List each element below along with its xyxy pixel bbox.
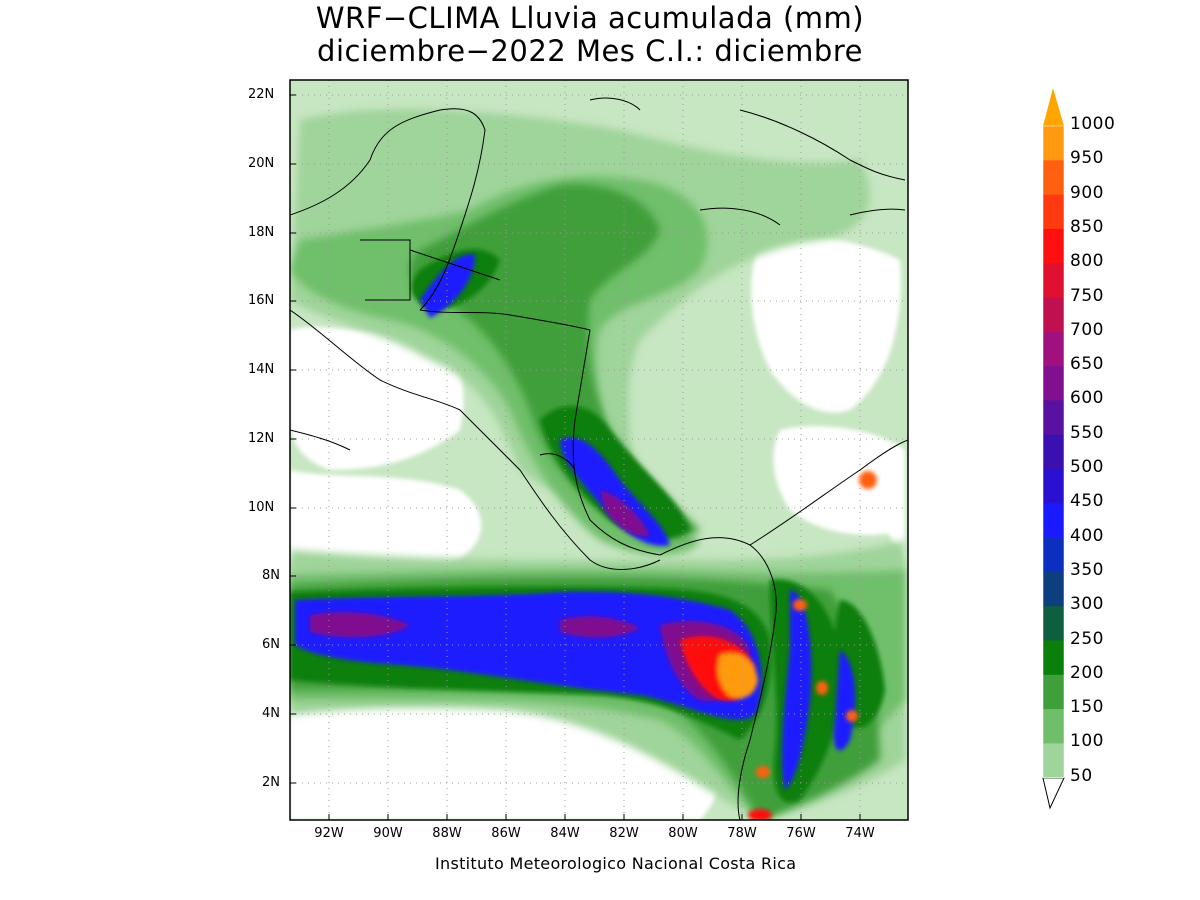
colorbar-tick-label: 950 [1070, 148, 1104, 169]
lat-label: 12N [248, 431, 275, 446]
colorbar-tick-label: 900 [1070, 182, 1104, 203]
colorbar-swatch [1043, 537, 1064, 573]
colorbar-swatch [1043, 674, 1064, 710]
colorbar-tick-label: 50 [1070, 765, 1093, 786]
colorbar-swatch [1043, 709, 1064, 744]
colorbar-swatch [1043, 571, 1064, 607]
axis-ticks [290, 94, 861, 820]
credit-text: Instituto Meteorologico Nacional Costa R… [435, 854, 797, 873]
map-frame [289, 79, 909, 821]
colorbar-swatch [1043, 503, 1064, 539]
colorbar-swatch [1043, 126, 1064, 161]
lat-label: 22N [248, 87, 275, 102]
map-title-line-2: diciembre−2022 Mes C.I.: diciembre [317, 34, 863, 68]
lat-label: 4N [262, 706, 280, 721]
colorbar-underflow-arrow [1042, 777, 1065, 810]
colorbar-tick-label: 400 [1070, 525, 1104, 546]
colorbar-frame [1042, 125, 1065, 778]
colorbar-tick-label: 850 [1070, 216, 1104, 237]
lat-label: 10N [248, 500, 275, 515]
lon-label: 82W [609, 826, 639, 841]
lon-label: 74W [845, 826, 875, 841]
colorbar-overflow-arrow [1043, 88, 1064, 126]
colorbar-swatch [1043, 194, 1064, 230]
lon-label: 92W [314, 826, 344, 841]
colorbar-swatch [1043, 743, 1064, 779]
colorbar-swatch [1043, 263, 1064, 298]
colorbar-tick-label: 700 [1070, 319, 1104, 340]
colorbar-tick-label: 600 [1070, 388, 1104, 409]
colorbar-tick-label: 750 [1070, 285, 1104, 306]
map-gridlines [290, 80, 908, 820]
colorbar-swatch [1043, 640, 1064, 676]
lat-label: 2N [262, 775, 280, 790]
lat-label: 8N [262, 568, 280, 583]
lat-label: 18N [248, 225, 275, 240]
colorbar-tick-label: 100 [1070, 731, 1104, 752]
colorbar-swatch [1043, 469, 1064, 504]
colorbar-swatch [1043, 366, 1064, 401]
colorbar-swatch [1043, 606, 1064, 641]
colorbar-tick-label: 200 [1070, 662, 1104, 683]
lon-label: 78W [727, 826, 757, 841]
colorbar-swatch [1043, 400, 1064, 436]
colorbar-swatch [1043, 434, 1064, 470]
rainfall-field [290, 80, 908, 820]
colorbar-tick-label: 650 [1070, 354, 1104, 375]
colorbar-swatch [1043, 160, 1064, 196]
lon-label: 86W [491, 826, 521, 841]
colorbar-tick-label: 300 [1070, 594, 1104, 615]
colorbar-swatch [1043, 297, 1064, 333]
lon-label: 84W [550, 826, 580, 841]
colorbar-tick-label: 1000 [1070, 114, 1116, 134]
colorbar-tick-label: 150 [1070, 697, 1104, 718]
lon-label: 76W [786, 826, 816, 841]
lat-label: 14N [248, 362, 275, 377]
colorbar [1042, 88, 1065, 810]
colorbar-tick-label: 350 [1070, 559, 1104, 580]
colorbar-tick-label: 550 [1070, 422, 1104, 443]
lon-label: 80W [668, 826, 698, 841]
lon-label: 90W [373, 826, 403, 841]
colorbar-tick-label: 450 [1070, 491, 1104, 512]
lat-label: 16N [248, 293, 275, 308]
colorbar-tick-label: 250 [1070, 628, 1104, 649]
colorbar-tick-label: 500 [1070, 457, 1104, 477]
coastlines [290, 97, 908, 820]
colorbar-tick-label: 800 [1070, 251, 1104, 272]
map-title-line-1: WRF−CLIMA Lluvia acumulada (mm) [315, 1, 865, 35]
lat-label: 20N [248, 156, 275, 171]
colorbar-swatch [1043, 331, 1064, 367]
lat-label: 6N [262, 637, 280, 652]
colorbar-swatch [1043, 228, 1064, 264]
lon-label: 88W [432, 826, 462, 841]
